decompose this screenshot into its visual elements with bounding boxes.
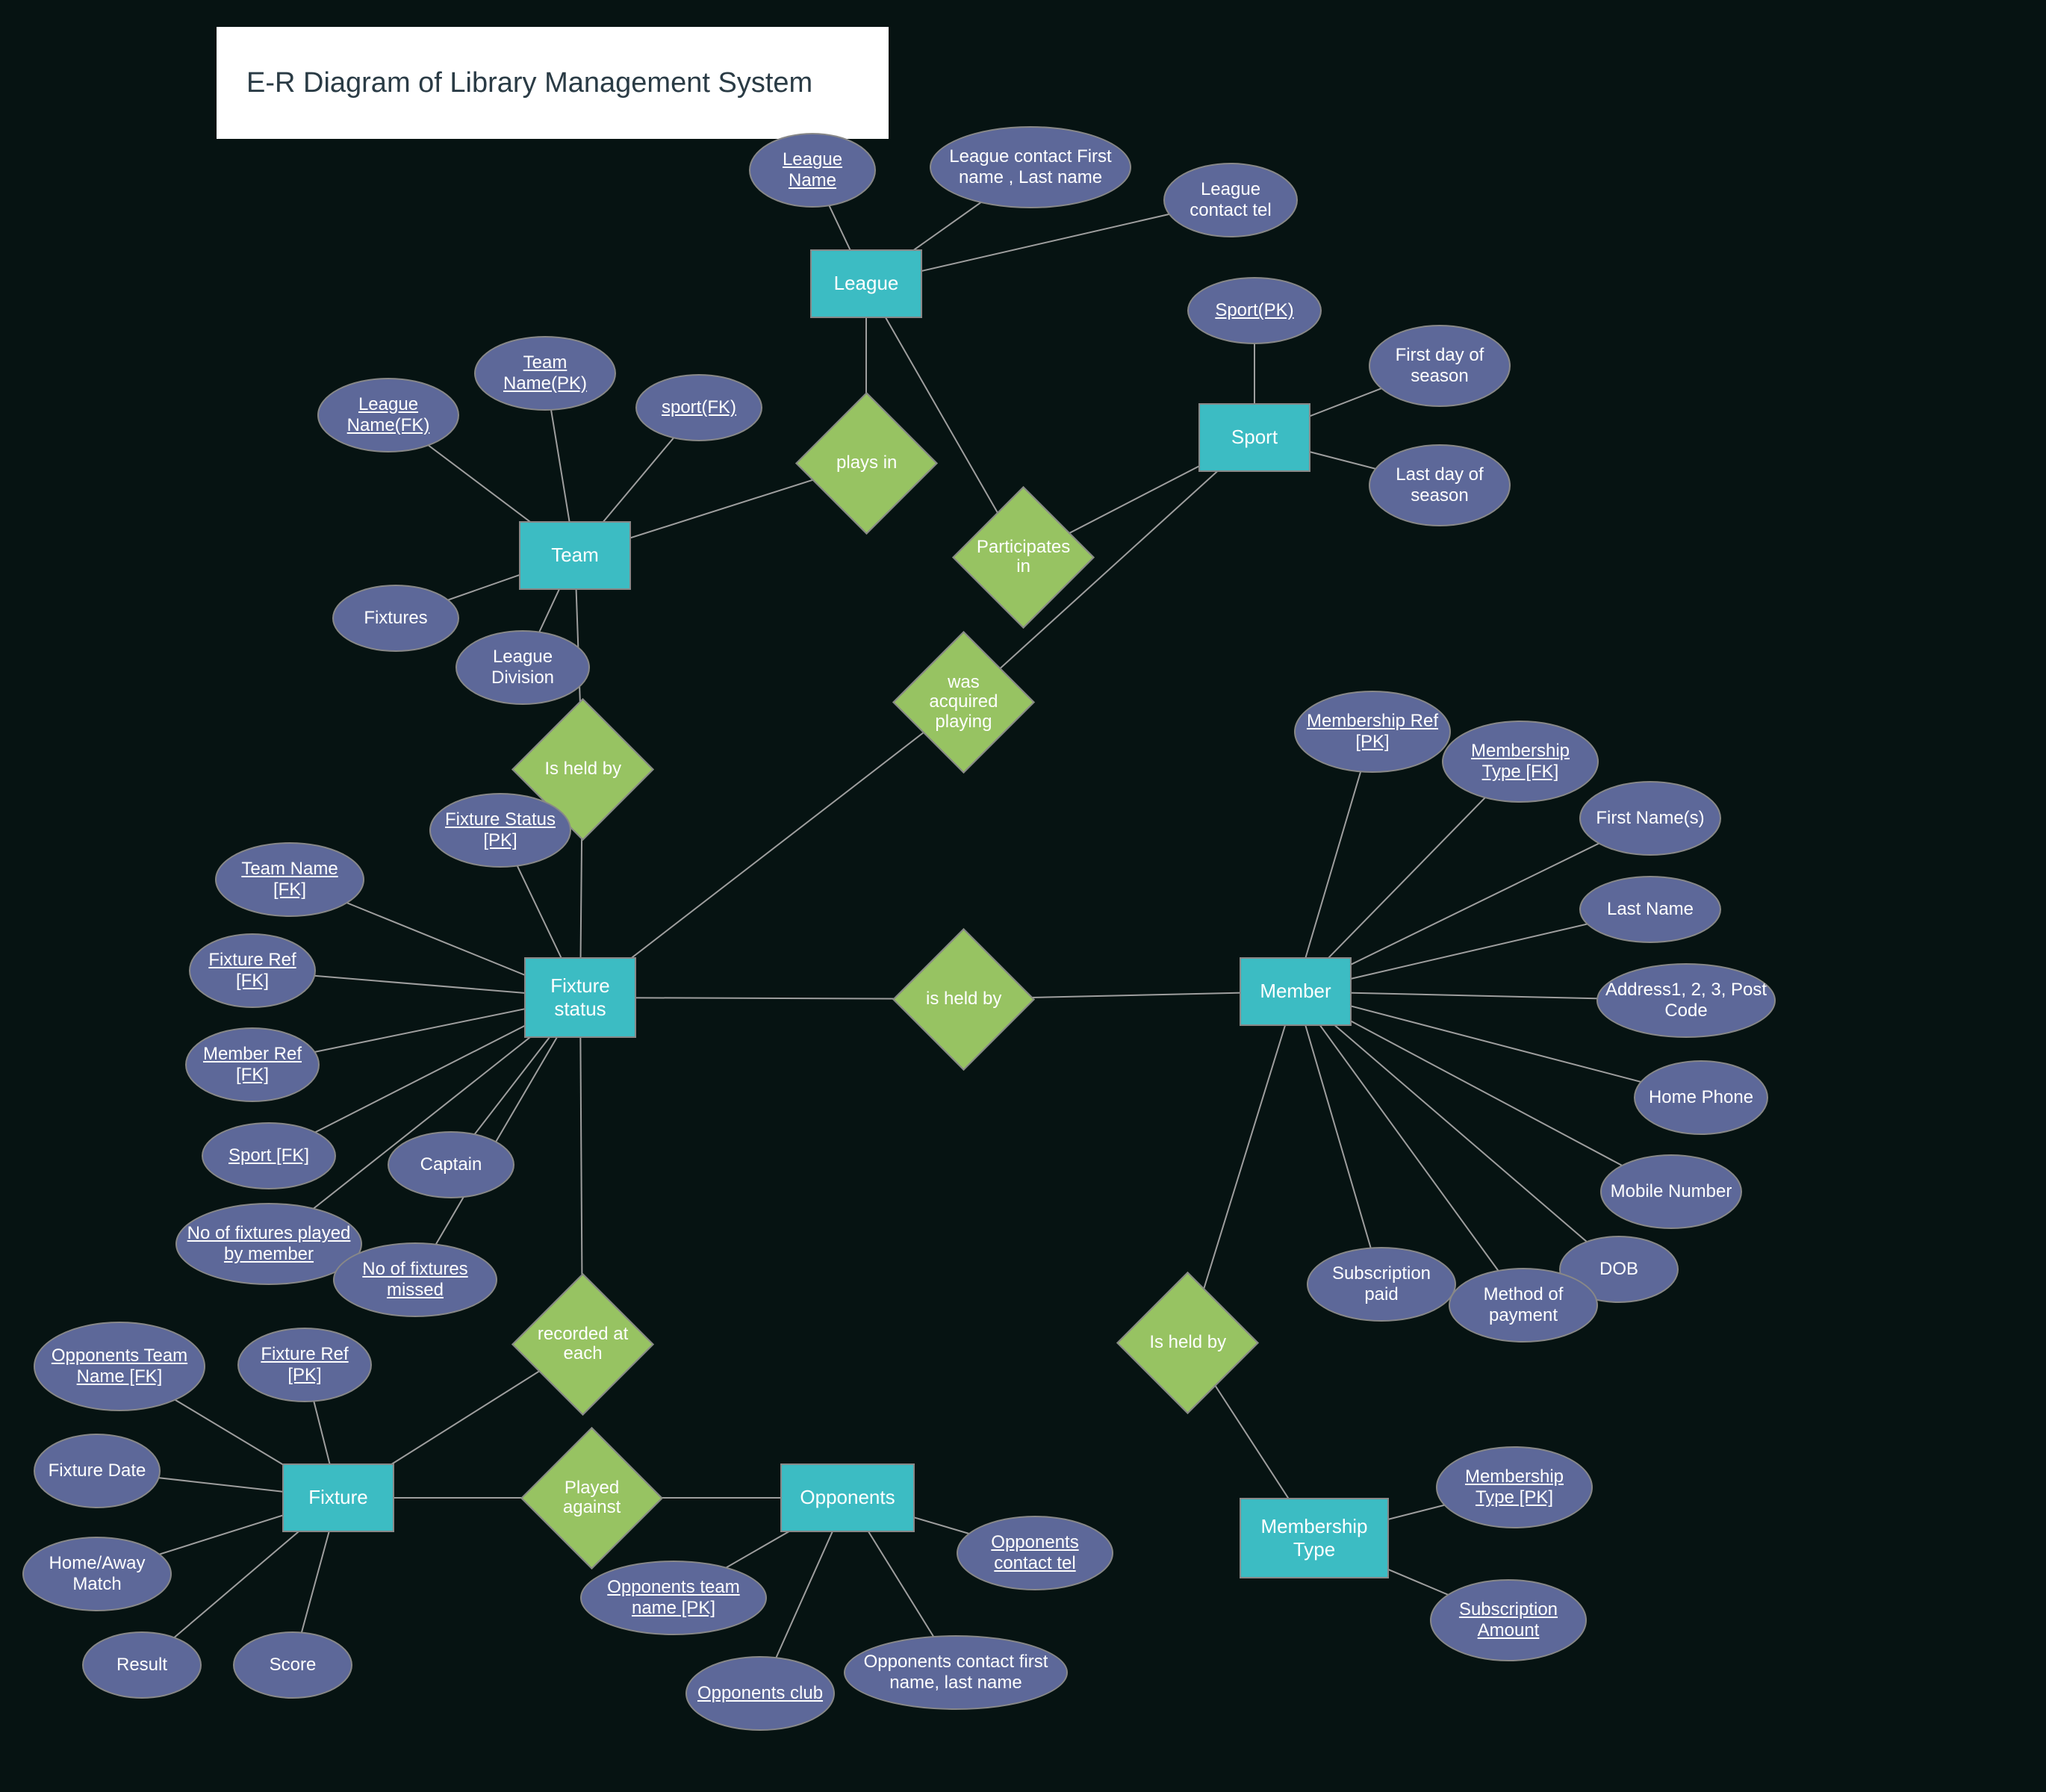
entity-fixture: Fixture bbox=[282, 1463, 394, 1532]
edge-wasacq-fixturestat bbox=[580, 702, 963, 998]
attribute-a36: Opponents team name [PK] bbox=[580, 1561, 767, 1635]
attribute-a26: Mobile Number bbox=[1600, 1154, 1742, 1229]
attribute-a18: No of fixtures missed bbox=[333, 1242, 497, 1317]
attribute-a8: Team Name(PK) bbox=[474, 336, 616, 411]
attribute-a32: Fixture Date bbox=[34, 1434, 161, 1508]
attribute-a4: Sport(PK) bbox=[1187, 277, 1322, 344]
attribute-a31: Fixture Ref [PK] bbox=[237, 1328, 372, 1402]
attribute-a34: Result bbox=[82, 1631, 202, 1699]
attribute-a21: Membership Type [FK] bbox=[1442, 721, 1599, 803]
attribute-a6: Last day of season bbox=[1369, 444, 1511, 526]
attribute-a22: First Name(s) bbox=[1579, 781, 1721, 856]
attribute-a23: Last Name bbox=[1579, 876, 1721, 943]
relation-participates: Participates in bbox=[952, 486, 1095, 629]
attribute-a7: League Name(FK) bbox=[317, 378, 459, 452]
entity-memtype: Membership Type bbox=[1240, 1498, 1389, 1578]
attribute-a15: Member Ref [FK] bbox=[185, 1027, 320, 1102]
attribute-a12: Fixture Status [PK] bbox=[429, 793, 571, 868]
relation-isheldby2: is held by bbox=[892, 928, 1035, 1071]
entity-league: League bbox=[810, 249, 922, 318]
attribute-a2: League contact First name , Last name bbox=[930, 126, 1131, 208]
attribute-a40: Membership Type [PK] bbox=[1436, 1446, 1593, 1528]
attribute-a3: League contact tel bbox=[1163, 163, 1298, 237]
attribute-a10: Fixtures bbox=[332, 585, 459, 652]
diagram-title: E-R Diagram of Library Management System bbox=[217, 27, 889, 139]
entity-fixturestat: Fixture status bbox=[524, 957, 636, 1038]
attribute-a38: Opponents contact first name, last name bbox=[844, 1635, 1068, 1710]
entity-opponents: Opponents bbox=[780, 1463, 915, 1532]
attribute-a37: Opponents club bbox=[685, 1656, 835, 1731]
attribute-a14: Fixture Ref [FK] bbox=[189, 933, 316, 1008]
attribute-a33: Home/Away Match bbox=[22, 1537, 172, 1611]
attribute-a13: Team Name [FK] bbox=[215, 842, 364, 917]
attribute-a25: Home Phone bbox=[1634, 1060, 1768, 1135]
relation-recorded: recorded at each bbox=[512, 1273, 654, 1416]
attribute-a39: Opponents contact tel bbox=[957, 1516, 1113, 1590]
relation-playedvs: Played against bbox=[520, 1427, 663, 1569]
attribute-a11: League Division bbox=[455, 630, 590, 705]
entity-team: Team bbox=[519, 521, 631, 590]
edge-member-a27 bbox=[1296, 992, 1619, 1269]
attribute-a19: Captain bbox=[388, 1131, 514, 1198]
entity-member: Member bbox=[1240, 957, 1352, 1026]
relation-wasacq: was acquired playing bbox=[892, 631, 1035, 774]
attribute-a1: League Name bbox=[749, 133, 876, 208]
attribute-a30: Opponents Team Name [FK] bbox=[34, 1322, 205, 1411]
er-diagram-canvas: E-R Diagram of Library Management System… bbox=[0, 0, 2046, 1792]
attribute-a29: Subscription paid bbox=[1307, 1247, 1456, 1322]
attribute-a16: Sport [FK] bbox=[202, 1122, 336, 1189]
edge-member-a29 bbox=[1296, 992, 1381, 1284]
entity-sport: Sport bbox=[1198, 403, 1310, 472]
attribute-a20: Membership Ref [PK] bbox=[1294, 691, 1451, 773]
attribute-a5: First day of season bbox=[1369, 325, 1511, 407]
relation-isheldby3: Is held by bbox=[1116, 1272, 1259, 1414]
attribute-a41: Subscription Amount bbox=[1430, 1579, 1587, 1661]
attribute-a35: Score bbox=[233, 1631, 352, 1699]
attribute-a24: Address1, 2, 3, Post Code bbox=[1596, 963, 1776, 1038]
attribute-a9: sport(FK) bbox=[635, 374, 762, 441]
attribute-a28: Method of payment bbox=[1449, 1268, 1598, 1343]
relation-playsin: plays in bbox=[795, 392, 938, 535]
